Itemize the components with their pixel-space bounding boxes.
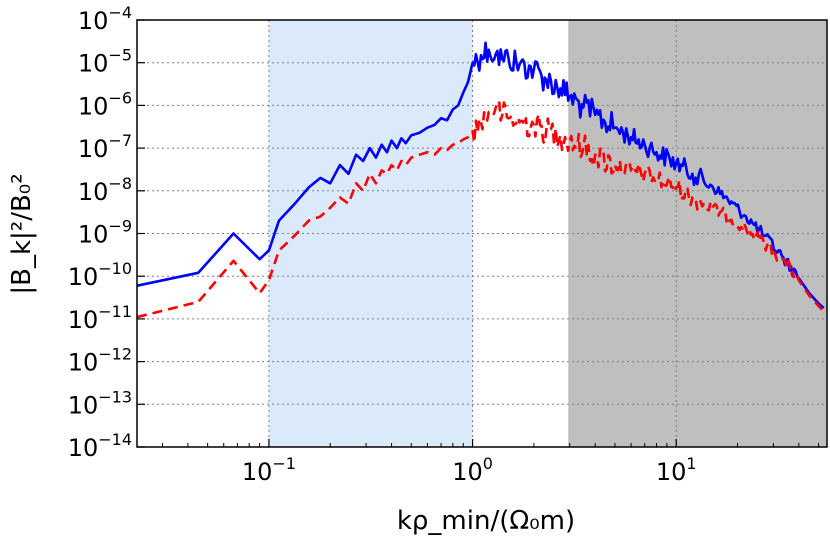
y-tick-label: 10−14: [68, 430, 132, 462]
y-tick-label: 10−5: [78, 46, 132, 78]
x-tick-label: 100: [452, 454, 493, 486]
y-tick-label: 10−6: [78, 88, 132, 120]
x-tick-labels: 10−1 100 101: [242, 454, 697, 486]
y-tick-label: 10−13: [68, 387, 132, 419]
series-layer: [137, 41, 825, 319]
y-tick-label: 10−12: [68, 345, 132, 377]
y-tick-label: 10−11: [68, 302, 132, 334]
series-line-1: [137, 99, 825, 319]
y-tick-label: 10−8: [78, 174, 132, 206]
x-tick-label: 10−1: [242, 454, 296, 486]
x-tick-label: 101: [656, 454, 697, 486]
y-tick-label: 10−10: [68, 259, 132, 291]
series-line-0: [137, 41, 825, 309]
y-axis-label: |B_k|²/B₀²: [7, 173, 37, 294]
y-tick-label: 10−4: [78, 3, 132, 35]
tick-marks: [137, 19, 820, 448]
grid-lines: [137, 20, 827, 447]
y-tick-label: 10−9: [78, 217, 132, 249]
x-axis-label: kρ_min/(Ω₀m): [397, 506, 575, 536]
y-tick-labels: 10−4 10−5 10−6 10−7 10−8 10−9 10−10 10−11 10−12 1…: [68, 3, 132, 462]
y-tick-label: 10−7: [78, 131, 132, 163]
